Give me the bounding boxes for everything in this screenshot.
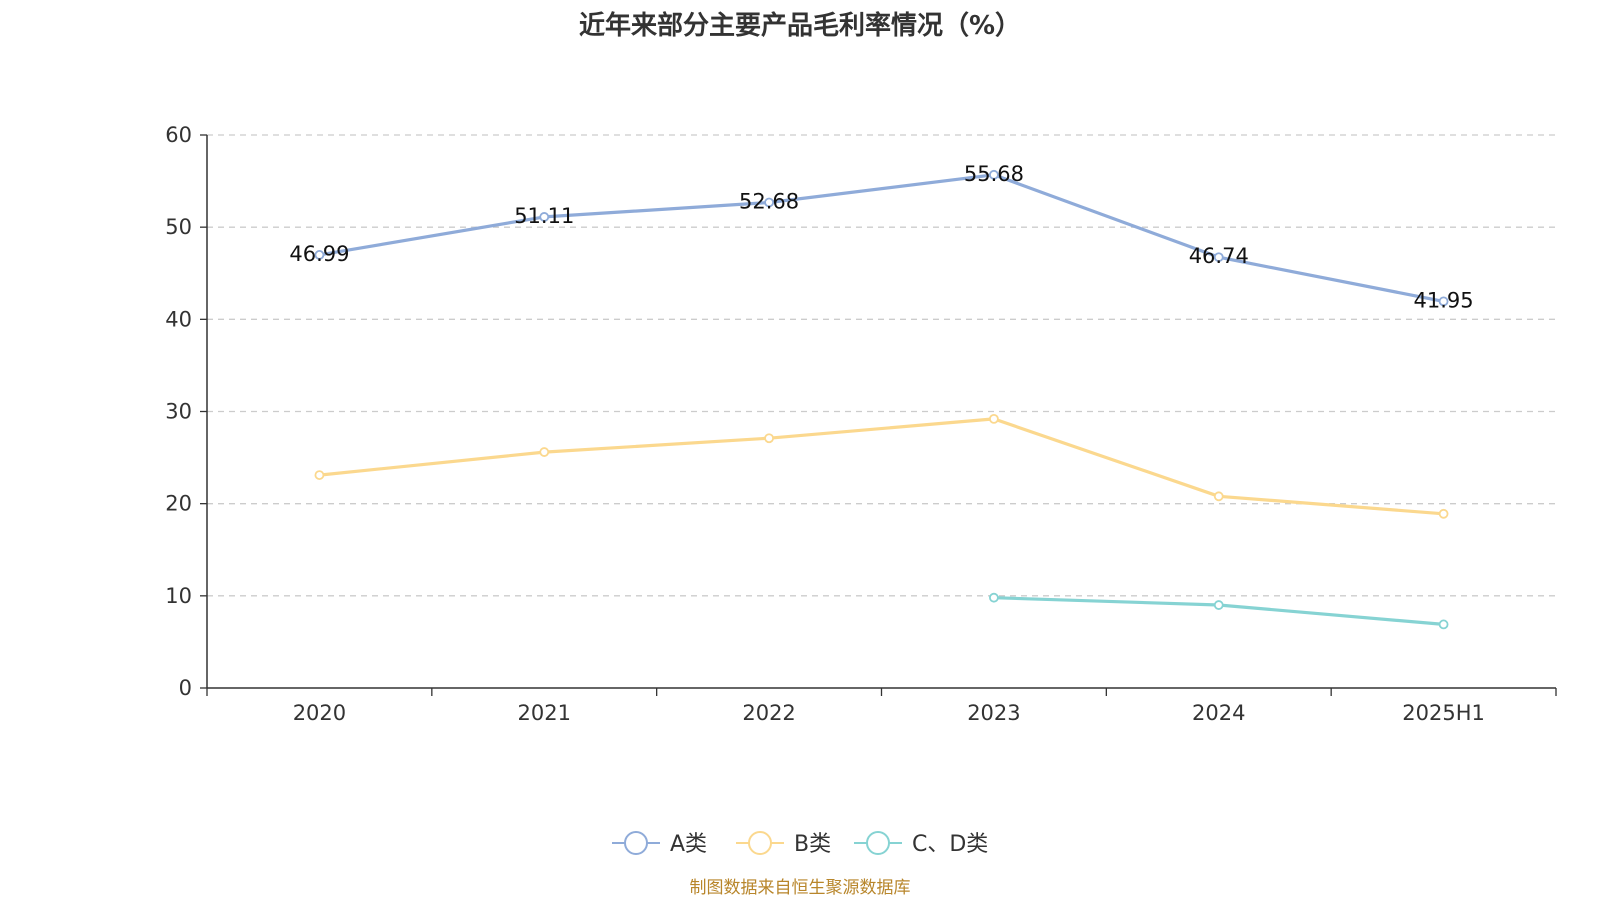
grid-lines bbox=[207, 134, 1556, 597]
series-2-point[interactable] bbox=[1213, 491, 1224, 502]
series-1-point[interactable] bbox=[764, 197, 774, 208]
legend[interactable]: A类 B类 C、D类 bbox=[612, 831, 988, 857]
y-tick-label: 10 bbox=[165, 584, 192, 608]
x-tick-label: 2021 bbox=[518, 701, 571, 725]
series-2-point[interactable] bbox=[314, 470, 325, 480]
series-3-point[interactable] bbox=[1438, 619, 1449, 630]
series-2-point[interactable] bbox=[989, 413, 999, 424]
series-1-data-label: 55.68 bbox=[964, 162, 1024, 186]
legend-label: B类 bbox=[794, 832, 831, 857]
series-1-data-label: 46.99 bbox=[289, 242, 349, 266]
y-tick-label: 30 bbox=[165, 400, 192, 424]
legend-item-2[interactable]: B类 bbox=[736, 831, 831, 857]
y-tick-label: 40 bbox=[165, 307, 192, 331]
chart-title: 近年来部分主要产品毛利率情况（%） bbox=[579, 10, 1021, 41]
series-group bbox=[314, 169, 1449, 630]
y-tick-label: 60 bbox=[165, 123, 192, 147]
series-1-point[interactable] bbox=[989, 169, 999, 180]
series-1-data-label: 52.68 bbox=[739, 189, 799, 213]
series-1-point[interactable] bbox=[1213, 252, 1224, 263]
y-tick-label: 20 bbox=[165, 492, 192, 516]
y-tick-label: 0 bbox=[179, 676, 192, 700]
legend-item-1[interactable]: A类 bbox=[612, 831, 707, 857]
x-tick-label: 2023 bbox=[967, 701, 1020, 725]
series-3-point[interactable] bbox=[989, 592, 999, 603]
legend-label: A类 bbox=[670, 832, 707, 857]
y-axis-ticks: 0 10 20 30 40 50 60 bbox=[165, 123, 207, 700]
legend-item-3[interactable]: C、D类 bbox=[854, 831, 988, 857]
x-tick-label: 2025H1 bbox=[1402, 701, 1485, 725]
series-2-point[interactable] bbox=[539, 447, 550, 457]
series-1-line bbox=[319, 173, 1444, 303]
legend-marker bbox=[748, 831, 772, 855]
legend-marker bbox=[866, 831, 890, 855]
series-1-data-label: 51.11 bbox=[514, 204, 574, 228]
series-1-data-label: 46.74 bbox=[1189, 244, 1249, 268]
legend-label: C、D类 bbox=[912, 832, 988, 857]
series-2-line bbox=[319, 417, 1444, 516]
series-2-point[interactable] bbox=[764, 433, 774, 444]
series-3-point[interactable] bbox=[1213, 600, 1224, 610]
source-note: 制图数据来自恒生聚源数据库 bbox=[690, 878, 911, 898]
x-axis-ticks: 2020 2021 2022 2023 2024 2025H1 bbox=[206, 688, 1557, 725]
data-labels: 46.99 51.11 52.68 55.68 46.74 41.95 bbox=[289, 162, 1473, 313]
legend-marker bbox=[624, 831, 648, 855]
x-tick-label: 2022 bbox=[742, 701, 795, 725]
x-tick-label: 2020 bbox=[293, 701, 346, 725]
y-tick-label: 50 bbox=[165, 215, 192, 239]
series-1-point[interactable] bbox=[314, 250, 325, 260]
series-1-point[interactable] bbox=[539, 212, 550, 222]
series-2-point[interactable] bbox=[1438, 508, 1449, 519]
series-1-point[interactable] bbox=[1438, 296, 1449, 307]
x-tick-label: 2024 bbox=[1192, 701, 1245, 725]
series-1-data-label: 41.95 bbox=[1414, 288, 1474, 312]
